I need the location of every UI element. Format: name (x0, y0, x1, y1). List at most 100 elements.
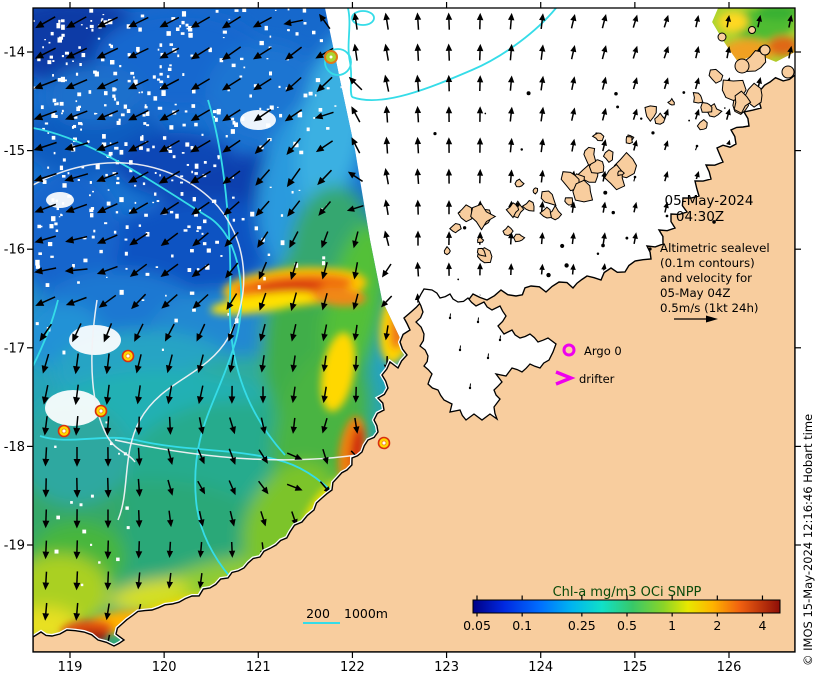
depth-scale-legend: 200 1000m (303, 606, 388, 624)
colorbar-tick-label: 0.5 (617, 618, 637, 633)
island (708, 68, 724, 84)
island (532, 187, 539, 195)
king-sound-bay (415, 288, 557, 421)
island (654, 112, 666, 125)
time-label: 04:30Z (676, 209, 724, 225)
islet-dot (602, 175, 605, 178)
island (591, 132, 605, 142)
bathymetry-contour (351, 8, 557, 101)
islet-dot (640, 117, 643, 120)
annotation-line-1: Altimetric sealevel (660, 241, 770, 255)
x-tick-label: 126 (717, 660, 742, 675)
islet-dot (625, 236, 629, 240)
annotation-line-4: 05-May 04Z (660, 286, 731, 300)
sealevel-contour (33, 162, 245, 521)
annotation-line-3: and velocity for (660, 271, 752, 285)
islet-dot (712, 220, 716, 224)
islet-dot (682, 91, 686, 94)
annotation-line-5: 0.5m/s (1kt 24h) (660, 301, 759, 315)
island (457, 204, 473, 223)
island (759, 44, 771, 56)
islet-dot (484, 112, 487, 115)
bathymetry-contour (347, 8, 353, 98)
islet-dot (648, 247, 652, 251)
argo-marker: Argo 0 (562, 343, 622, 358)
island (443, 245, 451, 256)
islet-dot (603, 190, 608, 195)
island (502, 225, 514, 237)
islet-dot (457, 278, 460, 281)
islet-dot (665, 214, 669, 218)
argo-float-icon (562, 343, 576, 357)
colorbar-tick-label: 0.1 (512, 618, 532, 633)
islet-dot (723, 107, 726, 109)
y-tick-label: -16 (4, 243, 25, 258)
altimetry-annotation: Altimetric sealevel (0.1m contours) and … (660, 241, 770, 323)
argo-label: Argo 0 (584, 344, 622, 358)
x-tick-label: 121 (246, 660, 271, 675)
reef-island-markers (57, 50, 391, 450)
chlorophyll-field (33, 8, 408, 648)
island (583, 146, 597, 167)
colorbar-tick-label: 1 (668, 618, 676, 633)
y-tick-label: -19 (4, 539, 25, 554)
bathymetry-contour-loop (324, 48, 352, 76)
island (700, 102, 713, 113)
islet-dot (447, 139, 450, 141)
sealevel-contour (91, 299, 136, 463)
islet-dot (510, 111, 513, 115)
x-tick-label: 124 (528, 660, 553, 675)
velocity-scale-arrow-icon (674, 315, 718, 323)
island (602, 149, 614, 163)
island (539, 206, 552, 219)
islet-dot (651, 131, 655, 135)
y-tick-label: -15 (4, 144, 25, 159)
scale-1000m-label: 1000m (344, 606, 388, 621)
island (513, 233, 526, 243)
island (717, 32, 727, 42)
map-frame (32, 7, 796, 653)
x-tick-label: 122 (340, 660, 365, 675)
drifter-arrow-icon (555, 370, 576, 386)
colorbar: Chl-a mg/m3 OCi SNPP 0.05 0.1 0.25 0.5 1 2 4 (463, 585, 781, 633)
islet-dot (595, 132, 598, 135)
island (477, 236, 485, 244)
drifter-label: drifter (579, 372, 615, 386)
y-tick-label: -18 (4, 440, 25, 455)
copyright-timestamp: © IMOS 15-May-2024 12:16:46 Hobart time (801, 414, 815, 666)
islet-dot (462, 226, 467, 230)
island (470, 203, 497, 231)
islet-dot (596, 252, 600, 255)
colorbar-tick-label: 2 (713, 618, 721, 633)
islet-dot (520, 148, 523, 151)
islet-dot (546, 272, 551, 278)
islet-dot (564, 263, 569, 268)
x-tick-label: 125 (622, 660, 647, 675)
land-mass (33, 26, 795, 652)
mainland (33, 74, 795, 652)
island (781, 65, 795, 79)
islet-dot (601, 243, 605, 248)
bathymetry-contour (207, 99, 286, 456)
islet-dot (458, 211, 461, 213)
bathymetry-contour-loop (351, 10, 375, 26)
islet-dot (560, 243, 565, 248)
island (733, 90, 752, 114)
island (734, 58, 750, 74)
drifter-marker: drifter (555, 370, 615, 386)
colorbar-tick-label: 4 (758, 618, 766, 633)
bay-water (415, 288, 557, 421)
axes: 119 120 121 122 123 124 125 126-14-15-16-17-18-… (4, 2, 801, 675)
x-tick-label: 120 (152, 660, 177, 675)
scale-200-label: 200 (306, 606, 330, 621)
bathymetry-contour (39, 435, 346, 506)
island (644, 105, 657, 123)
island (449, 222, 462, 234)
island (572, 179, 594, 203)
island (625, 136, 633, 145)
island (521, 199, 535, 212)
island (617, 170, 625, 177)
y-tick-label: -14 (4, 46, 25, 61)
